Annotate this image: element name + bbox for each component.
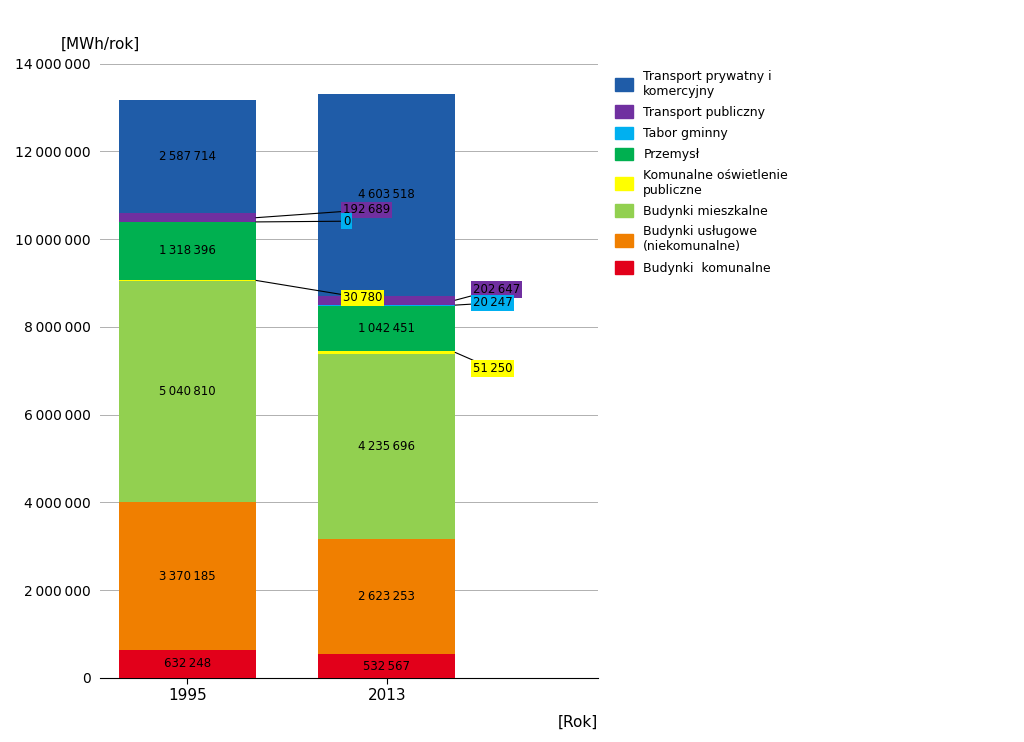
Text: 192 689: 192 689 [256,203,390,217]
Bar [318,306,455,351]
Bar [119,502,256,650]
Text: 4 603 518: 4 603 518 [358,188,415,201]
Bar [318,654,455,677]
Text: 1 318 396: 1 318 396 [159,244,216,257]
Text: 51 250: 51 250 [455,352,512,375]
Bar [119,650,256,677]
Bar [318,351,455,353]
Text: 632 248: 632 248 [164,657,211,670]
Bar [318,353,455,539]
Bar [119,280,256,281]
Text: 20 247: 20 247 [455,296,512,309]
Bar [318,305,455,306]
Text: 202 647: 202 647 [455,283,520,301]
Text: 30 780: 30 780 [256,280,383,304]
Bar [119,281,256,502]
Text: [Rok]: [Rok] [558,715,598,729]
Text: 2 623 253: 2 623 253 [358,591,415,603]
Text: 532 567: 532 567 [364,660,411,672]
Text: 0: 0 [256,214,350,228]
Text: 2 587 714: 2 587 714 [159,150,216,163]
Text: 5 040 810: 5 040 810 [159,385,216,398]
Bar [318,94,455,296]
Text: 3 370 185: 3 370 185 [159,570,216,582]
Bar [119,222,256,280]
Text: 4 235 696: 4 235 696 [358,440,415,453]
Legend: Transport prywatny i
komercyjny, Transport publiczny, Tabor gminny, Przemysł, Ko: Transport prywatny i komercyjny, Transpo… [614,70,788,275]
Bar [318,296,455,305]
Text: 1 042 451: 1 042 451 [358,322,415,335]
Text: [MWh/rok]: [MWh/rok] [60,36,139,51]
Bar [119,214,256,222]
Bar [318,539,455,654]
Bar [119,100,256,214]
